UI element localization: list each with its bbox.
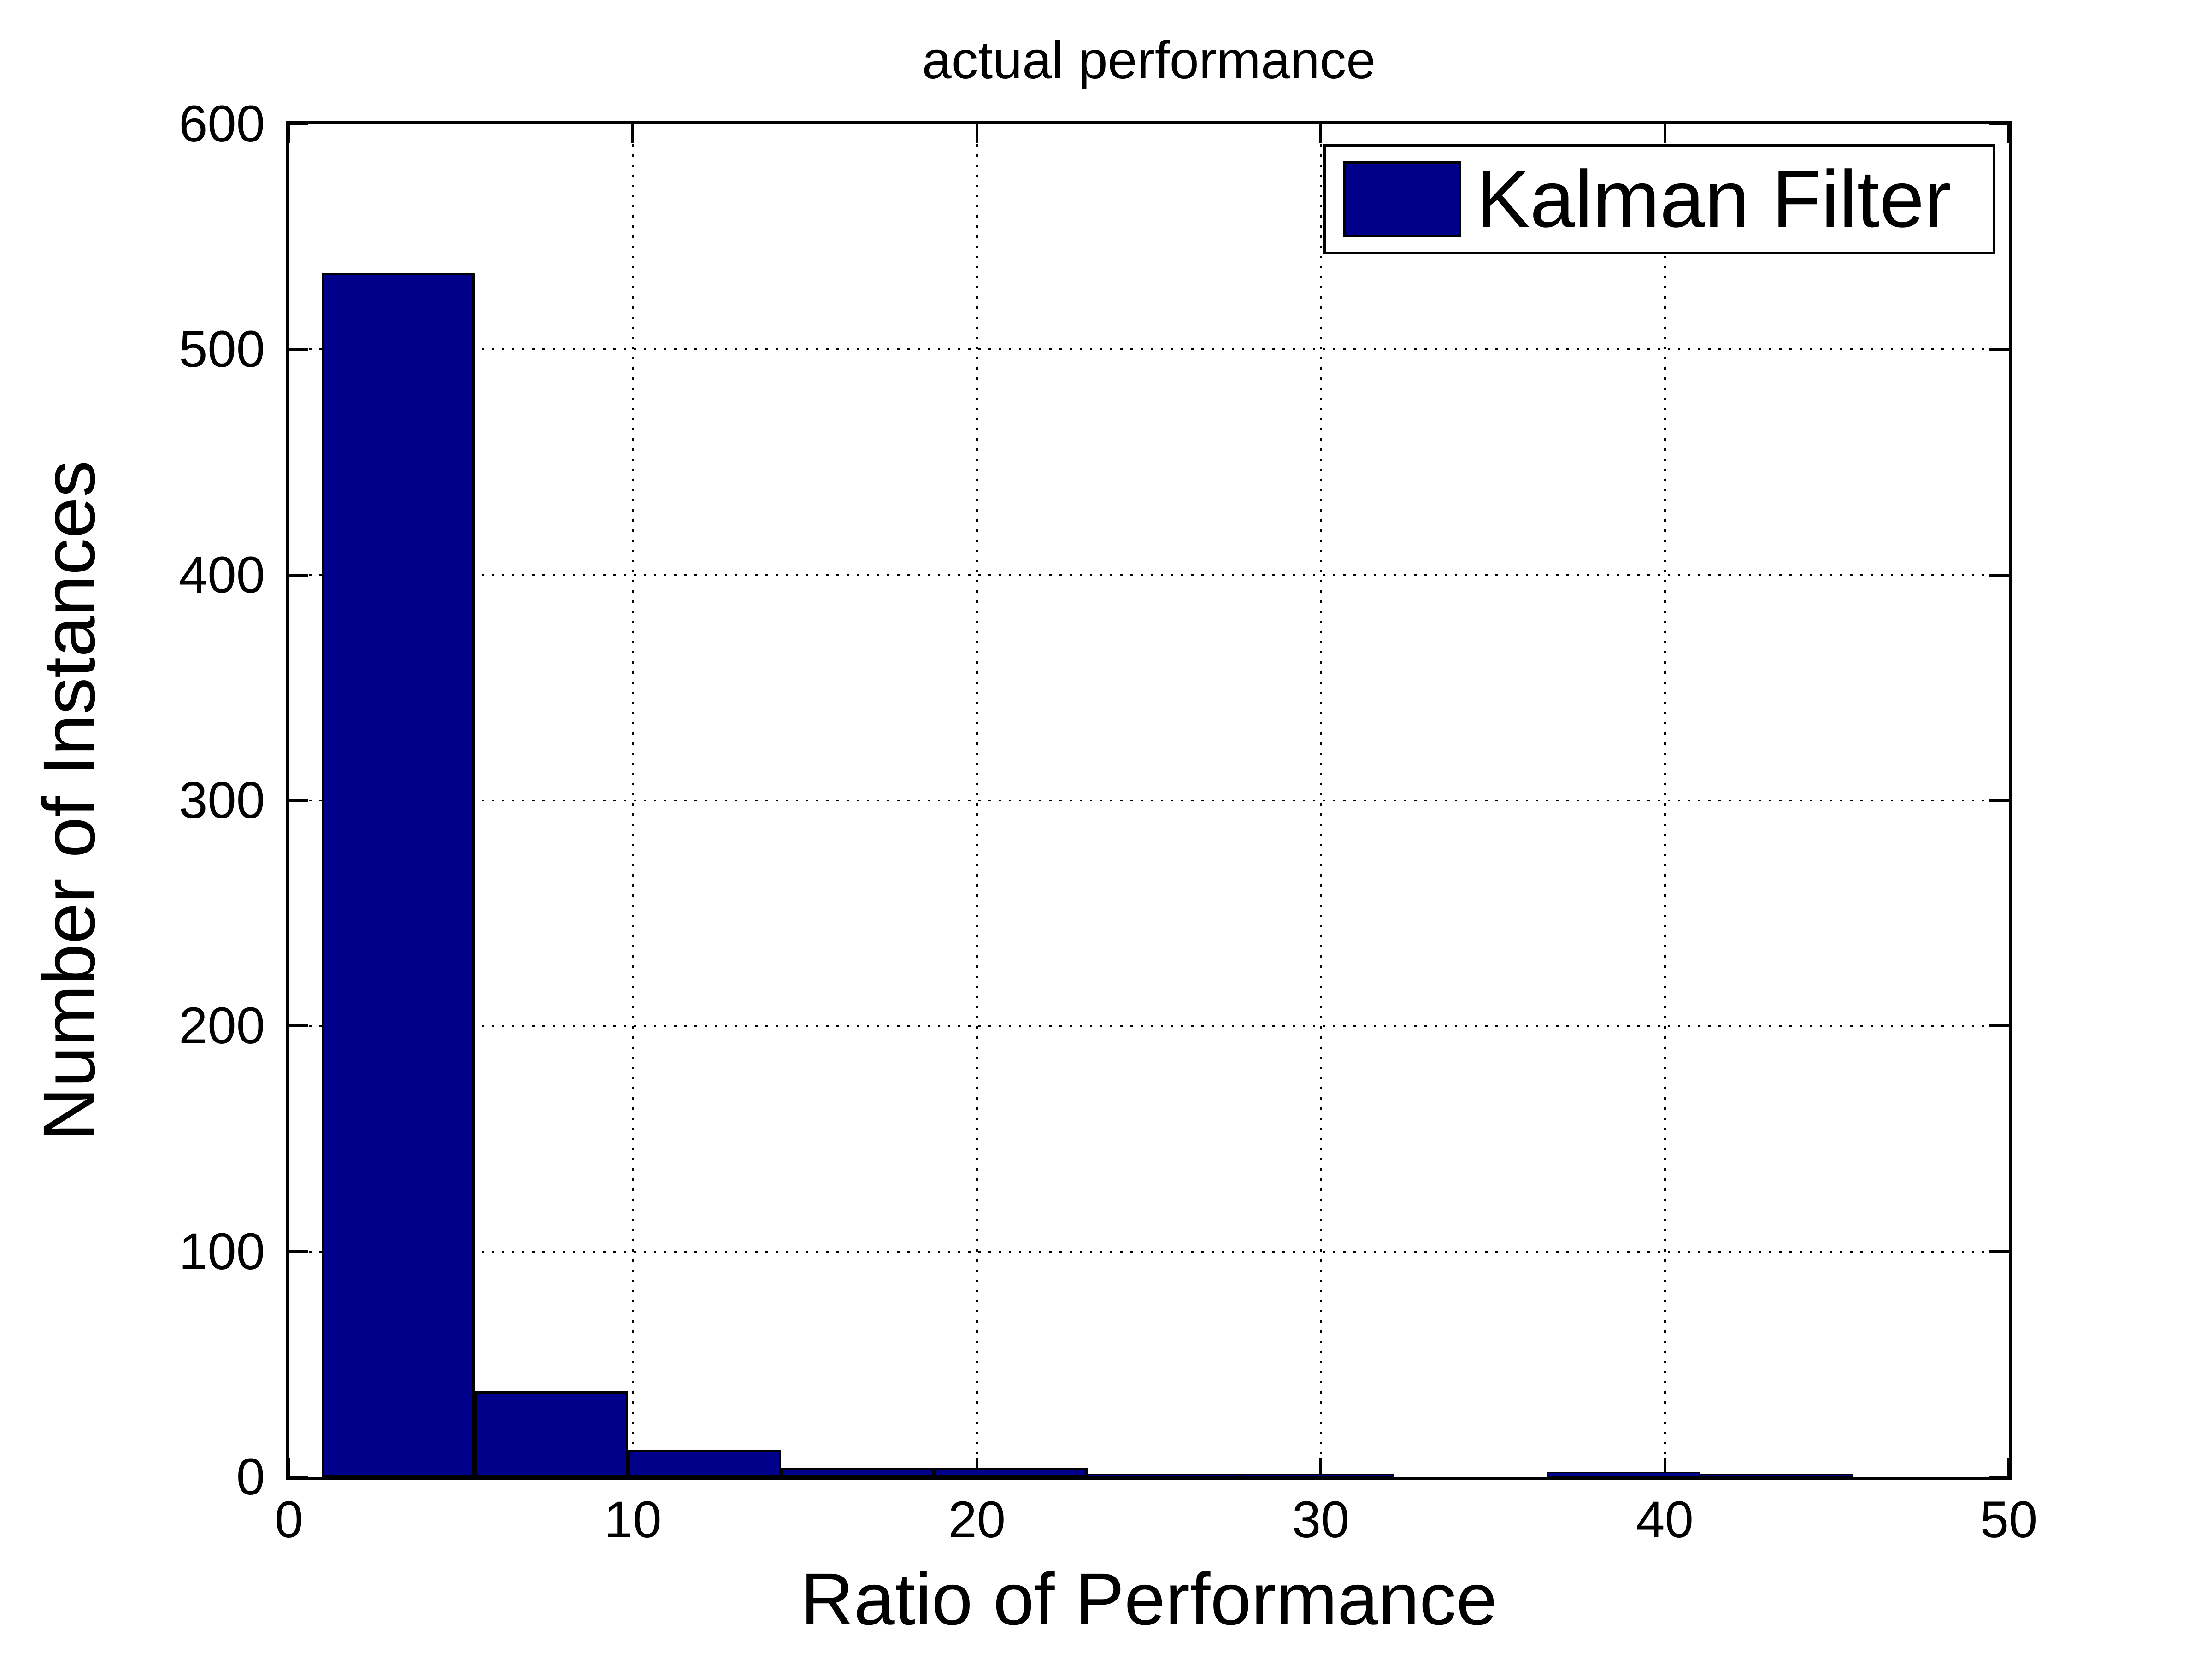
x-tick-bottom-0 [288,1458,290,1477]
histogram-bar-5 [1088,1474,1241,1477]
x-tick-bottom-50 [2007,1458,2010,1477]
x-tick-top-20 [975,124,978,143]
x-tick-label-20: 20 [948,1491,1006,1548]
histogram-bar-2 [628,1450,782,1477]
y-tick-right-100 [1989,1250,2009,1253]
legend-swatch [1343,161,1461,237]
y-tick-left-300 [289,799,308,802]
x-tick-label-10: 10 [604,1491,662,1548]
histogram-bar-3 [781,1468,935,1477]
x-tick-top-50 [2007,124,2010,143]
y-tick-right-200 [1989,1024,2009,1028]
legend-box: Kalman Filter [1323,144,1995,254]
x-tick-top-0 [288,124,290,143]
y-tick-left-600 [289,123,308,125]
x-tick-label-30: 30 [1292,1491,1350,1548]
y-tick-right-300 [1989,799,2009,802]
gridline-y-200 [289,1025,2009,1027]
y-tick-label-400: 400 [179,546,265,604]
chart-title: actual performance [922,31,1376,90]
gridline-y-400 [289,574,2009,576]
x-axis-label: Ratio of Performance [800,1558,1497,1640]
histogram-bar-6 [1241,1474,1394,1477]
y-tick-right-600 [1989,123,2009,125]
x-tick-label-50: 50 [1980,1491,2038,1548]
x-tick-bottom-40 [1663,1458,1666,1477]
histogram-bar-4 [934,1468,1088,1477]
y-tick-left-0 [289,1476,308,1478]
gridline-y-100 [289,1250,2009,1253]
gridline-y-500 [289,348,2009,351]
legend-label: Kalman Filter [1476,154,1951,244]
y-tick-label-600: 600 [179,95,265,153]
histogram-bar-9 [1700,1474,1853,1477]
y-tick-left-400 [289,573,308,577]
y-tick-right-0 [1989,1476,2009,1478]
y-tick-label-100: 100 [179,1222,265,1280]
gridline-y-300 [289,800,2009,801]
plot-area [286,121,2012,1480]
histogram-bar-0 [321,272,475,1477]
y-tick-label-200: 200 [179,997,265,1055]
histogram-bar-1 [475,1391,628,1477]
y-tick-label-0: 0 [236,1448,265,1506]
x-tick-label-40: 40 [1636,1491,1694,1548]
x-tick-top-40 [1663,124,1666,143]
y-tick-label-300: 300 [179,771,265,829]
x-tick-top-10 [631,124,635,143]
y-tick-right-400 [1989,573,2009,577]
x-tick-bottom-20 [975,1458,978,1477]
y-tick-label-500: 500 [179,320,265,378]
y-tick-left-200 [289,1024,308,1028]
y-tick-left-500 [289,348,308,351]
x-tick-label-0: 0 [274,1491,304,1548]
histogram-bar-8 [1547,1472,1700,1477]
y-tick-right-500 [1989,348,2009,351]
x-tick-bottom-30 [1319,1458,1323,1477]
y-tick-left-100 [289,1250,308,1253]
x-tick-top-30 [1319,124,1323,143]
